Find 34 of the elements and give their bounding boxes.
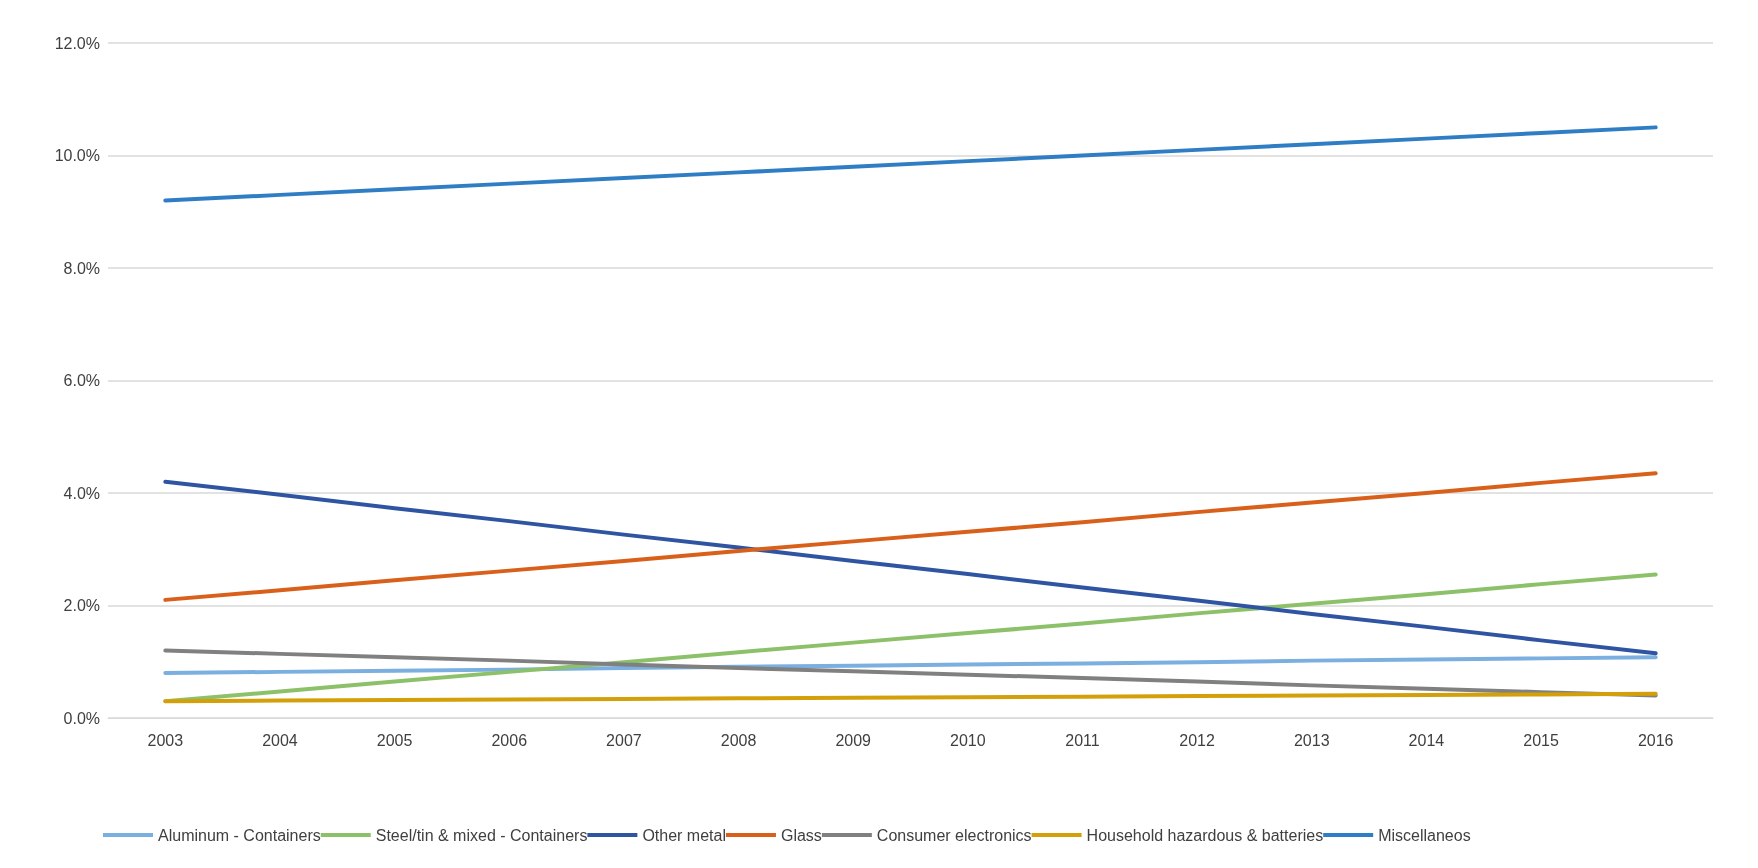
legend-label: Other metal (642, 826, 726, 844)
x-tick-label: 2016 (1637, 731, 1674, 749)
x-tick-label: 2007 (606, 731, 642, 749)
x-tick-label: 2008 (720, 731, 757, 749)
legend-label: Aluminum - Containers (158, 826, 321, 844)
legend-label: Household hazardous & batteries (1086, 826, 1324, 844)
y-tick-label: 0.0% (63, 709, 100, 727)
x-tick-label: 2013 (1293, 731, 1330, 749)
x-tick-label: 2015 (1523, 731, 1559, 749)
x-tick-label: 2003 (147, 731, 184, 749)
x-tick-label: 2009 (835, 731, 872, 749)
y-tick-label: 8.0% (63, 259, 100, 277)
line-series (163, 471, 1658, 602)
y-tick-label: 6.0% (63, 372, 100, 389)
y-tick-label: 4.0% (63, 484, 100, 502)
legend-label: Glass (780, 826, 822, 844)
x-tick-label: 2011 (1065, 731, 1100, 749)
legend-label: Miscellaneos (1378, 826, 1471, 844)
y-tick-label: 10.0% (54, 147, 100, 164)
y-tick-label: 2.0% (63, 597, 100, 614)
x-tick-label: 2012 (1179, 731, 1216, 749)
x-tick-label: 2005 (376, 731, 413, 749)
x-tick-label: 2006 (491, 731, 528, 749)
line-series (163, 479, 1658, 656)
x-tick-label: 2010 (950, 731, 986, 749)
legend-label: Steel/tin & mixed - Containers (375, 826, 588, 844)
x-tick-label: 2014 (1408, 731, 1445, 749)
line-series (163, 572, 1658, 704)
y-tick-label: 12.0% (54, 34, 100, 52)
x-tick-label: 2004 (262, 731, 298, 749)
line-series (163, 648, 1658, 698)
line-series (163, 691, 1658, 704)
line-series (163, 125, 1658, 203)
legend-label: Consumer electronics (876, 826, 1032, 844)
